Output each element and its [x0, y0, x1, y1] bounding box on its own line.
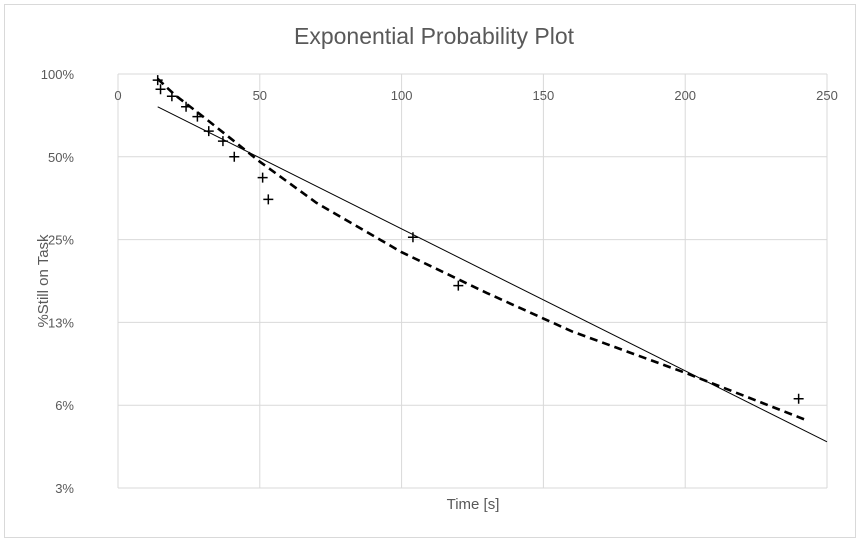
probability-plot: Exponential Probability Plot 0 50 100 150 20…	[35, 23, 838, 513]
data-point	[263, 194, 274, 205]
data-point	[257, 172, 268, 183]
y-axis-title: %Still on Task	[35, 234, 52, 328]
y-tick-label: 3%	[55, 481, 74, 496]
data-point	[453, 280, 464, 291]
y-tick-label: 100%	[41, 67, 75, 82]
x-tick-label: 0	[114, 88, 121, 103]
x-tick-label: 250	[816, 88, 838, 103]
tick-labels: 0 50 100 150 200 250 100% 50% 25% 13% 6% 3%	[41, 67, 838, 496]
y-tick-label: 50%	[48, 150, 74, 165]
chart-frame: Exponential Probability Plot 0 50 100 150 20…	[4, 4, 856, 538]
gridlines	[117, 73, 828, 489]
data-point	[793, 393, 804, 404]
x-tick-label: 150	[533, 88, 555, 103]
data-point	[407, 232, 418, 243]
y-tick-label: 13%	[48, 315, 74, 330]
data-series	[152, 75, 828, 443]
data-point	[155, 84, 166, 95]
x-tick-label: 100	[391, 88, 413, 103]
y-tick-label: 25%	[48, 233, 74, 248]
chart-title: Exponential Probability Plot	[294, 23, 575, 49]
x-axis-title: Time [s]	[447, 496, 500, 513]
x-tick-label: 200	[674, 88, 696, 103]
dashed-fit-curve	[156, 77, 808, 422]
x-tick-label: 50	[253, 88, 267, 103]
y-tick-label: 6%	[55, 398, 74, 413]
data-point	[229, 151, 240, 162]
